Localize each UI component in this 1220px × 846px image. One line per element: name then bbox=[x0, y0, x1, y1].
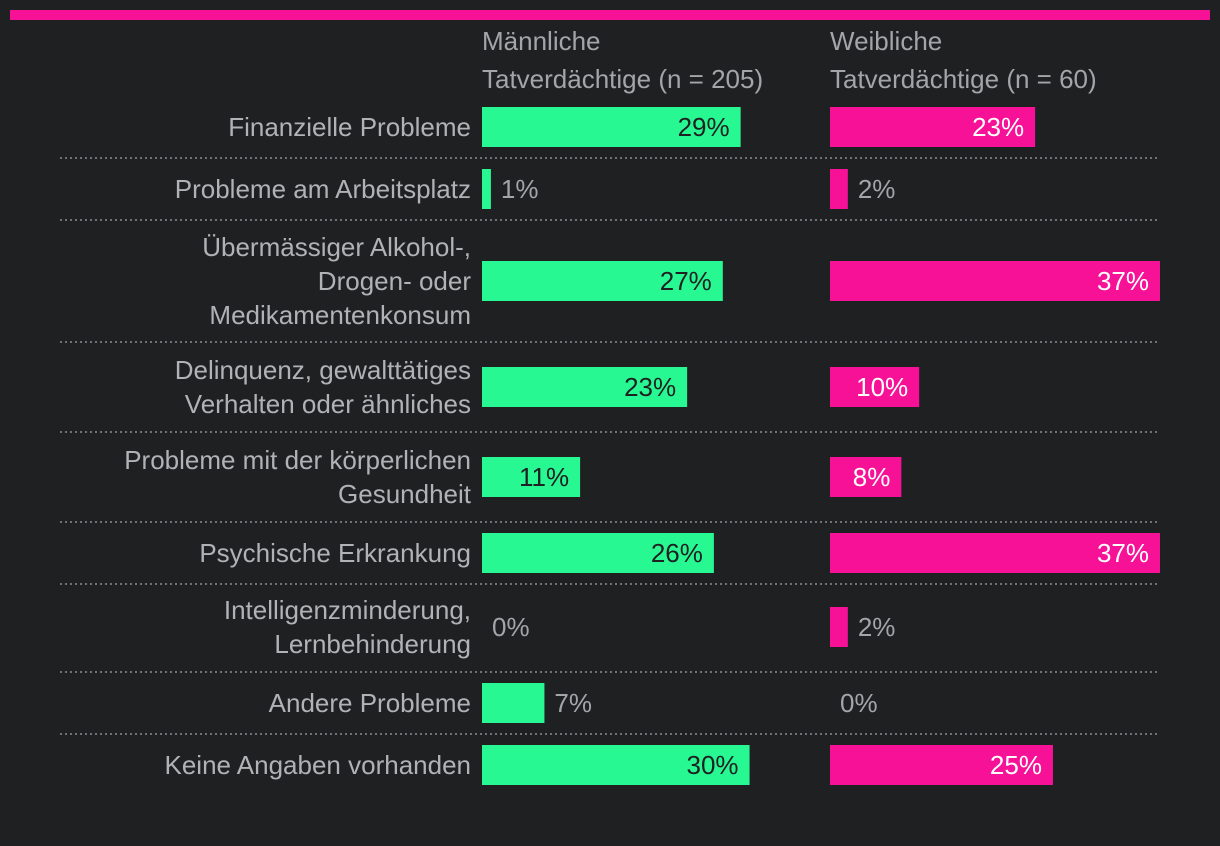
female-bar bbox=[830, 261, 1160, 301]
category-label-line: Delinquenz, gewalttätiges bbox=[175, 355, 471, 385]
male-value-label: 29% bbox=[678, 112, 730, 142]
category-label-line: Gesundheit bbox=[338, 479, 472, 509]
category-label-line: Probleme mit der körperlichen bbox=[124, 445, 471, 475]
male-value-label: 1% bbox=[501, 174, 539, 204]
male-value-label: 23% bbox=[624, 372, 676, 402]
category-label-line: Medikamentenkonsum bbox=[209, 300, 471, 330]
male-bar bbox=[482, 745, 750, 785]
male-value-label: 11% bbox=[519, 462, 569, 492]
female-value-label: 0% bbox=[840, 688, 878, 718]
category-label: Delinquenz, gewalttätiges Verhalten oder … bbox=[175, 355, 471, 419]
male-series-header: Männliche Tatverdächtige (n = 205) bbox=[482, 26, 763, 94]
category-label: Probleme am Arbeitsplatz bbox=[175, 174, 471, 204]
male-value-label: 27% bbox=[660, 266, 712, 296]
female-value-label: 8% bbox=[853, 462, 891, 492]
male-bar bbox=[482, 683, 545, 723]
male-bar bbox=[482, 367, 688, 407]
category-label-line: Verhalten oder ähnliches bbox=[185, 389, 471, 419]
female-bar bbox=[830, 367, 920, 407]
female-bar bbox=[830, 745, 1053, 785]
female-value-label: 25% bbox=[990, 750, 1042, 780]
male-bar bbox=[482, 533, 714, 573]
category-label-line: Drogen- oder bbox=[318, 266, 472, 296]
female-value-label: 37% bbox=[1097, 538, 1149, 568]
female-value-label: 2% bbox=[858, 174, 896, 204]
male-bar bbox=[482, 457, 581, 497]
category-label-line: Psychische Erkrankung bbox=[199, 538, 471, 568]
category-label-line: Lernbehinderung bbox=[274, 629, 471, 659]
category-label: Keine Angaben vorhanden bbox=[165, 750, 472, 780]
male-value-label: 30% bbox=[687, 750, 739, 780]
series-header-line: Tatverdächtige (n = 60) bbox=[830, 64, 1097, 94]
category-label-line: Andere Probleme bbox=[269, 688, 471, 718]
series-header-line: Männliche bbox=[482, 26, 601, 56]
male-bar bbox=[482, 261, 723, 301]
female-value-label: 2% bbox=[858, 612, 896, 642]
male-bar bbox=[482, 169, 491, 209]
category-label-line: Finanzielle Probleme bbox=[228, 112, 471, 142]
female-value-label: 10% bbox=[856, 372, 908, 402]
category-label-line: Keine Angaben vorhanden bbox=[165, 750, 472, 780]
male-value-label: 0% bbox=[492, 612, 530, 642]
category-label: Intelligenzminderung, Lernbehinderung bbox=[224, 595, 471, 659]
male-value-label: 26% bbox=[651, 538, 703, 568]
category-label-line: Probleme am Arbeitsplatz bbox=[175, 174, 471, 204]
female-bar bbox=[830, 107, 1036, 147]
category-label: Probleme mit der körperlichen Gesundheit bbox=[124, 445, 472, 509]
female-series-header: Weibliche Tatverdächtige (n = 60) bbox=[830, 26, 1097, 94]
female-bar bbox=[830, 457, 902, 497]
series-header-line: Tatverdächtige (n = 205) bbox=[482, 64, 763, 94]
male-bar bbox=[482, 107, 741, 147]
category-label-line: Übermässiger Alkohol-, bbox=[202, 232, 471, 262]
category-label: Finanzielle Probleme bbox=[228, 112, 471, 142]
category-label-line: Intelligenzminderung, bbox=[224, 595, 471, 625]
top-accent-bar bbox=[10, 10, 1210, 20]
female-bar bbox=[830, 607, 848, 647]
female-value-label: 23% bbox=[972, 112, 1024, 142]
female-bar bbox=[830, 533, 1160, 573]
female-value-label: 37% bbox=[1097, 266, 1149, 296]
category-label: Andere Probleme bbox=[269, 688, 471, 718]
series-header-line: Weibliche bbox=[830, 26, 942, 56]
male-value-label: 7% bbox=[554, 688, 592, 718]
category-label: Psychische Erkrankung bbox=[199, 538, 471, 568]
category-label: Übermässiger Alkohol-, Drogen- oder Medika… bbox=[202, 232, 471, 330]
female-bar bbox=[830, 169, 848, 209]
